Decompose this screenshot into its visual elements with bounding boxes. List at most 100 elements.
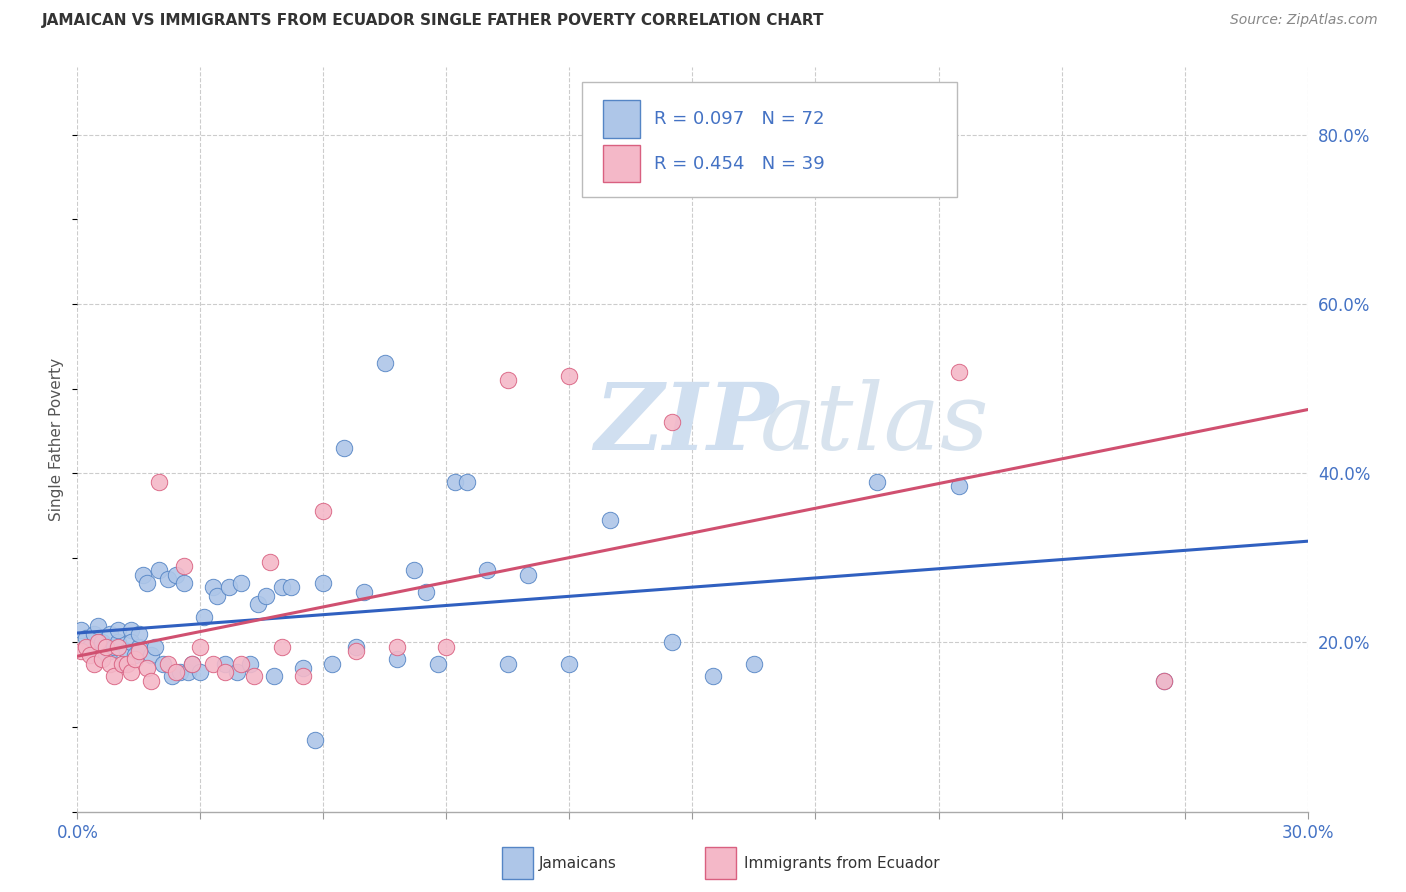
Point [160, 669, 183, 683]
Point [387, 640, 409, 654]
Point [120, 665, 142, 679]
Point [79, 640, 101, 654]
Point [558, 657, 581, 671]
Point [128, 640, 150, 654]
Text: JAMAICAN VS IMMIGRANTS FROM ECUADOR SINGLE FATHER POVERTY CORRELATION CHART: JAMAICAN VS IMMIGRANTS FROM ECUADOR SING… [42, 13, 825, 29]
Text: R = 0.454   N = 39: R = 0.454 N = 39 [654, 154, 825, 173]
Point [70, 623, 93, 637]
Point [98, 657, 121, 671]
Point [188, 665, 212, 679]
Bar [704, 847, 735, 879]
Point [1153, 673, 1175, 688]
Point [83, 657, 105, 671]
Point [496, 657, 519, 671]
Point [107, 635, 129, 649]
Point [312, 576, 335, 591]
Point [205, 589, 228, 603]
Point [443, 475, 465, 489]
Point [152, 657, 174, 671]
Point [231, 576, 253, 591]
Point [188, 640, 212, 654]
Text: Jamaicans: Jamaicans [538, 855, 617, 871]
Point [90, 635, 114, 649]
Point [374, 356, 396, 370]
Point [866, 475, 889, 489]
Point [128, 644, 150, 658]
Point [599, 513, 621, 527]
Point [661, 635, 683, 649]
Point [231, 657, 253, 671]
Point [259, 555, 281, 569]
Point [141, 673, 163, 688]
Point [87, 618, 110, 632]
Text: Source: ZipAtlas.com: Source: ZipAtlas.com [1230, 13, 1378, 28]
Point [173, 576, 195, 591]
Point [214, 665, 236, 679]
Point [271, 640, 294, 654]
Point [156, 657, 179, 671]
Point [239, 657, 262, 671]
Point [107, 623, 129, 637]
Point [353, 584, 375, 599]
Point [427, 657, 450, 671]
Point [558, 368, 581, 383]
Point [948, 365, 970, 379]
Point [103, 640, 125, 654]
Bar [603, 145, 640, 182]
Point [173, 559, 195, 574]
Point [107, 640, 129, 654]
Point [169, 665, 191, 679]
Y-axis label: Single Father Poverty: Single Father Poverty [49, 358, 65, 521]
Point [111, 657, 134, 671]
Point [75, 631, 97, 645]
Point [333, 441, 356, 455]
Point [111, 657, 134, 671]
Text: atlas: atlas [761, 379, 990, 469]
Point [271, 581, 294, 595]
Point [181, 657, 204, 671]
Point [201, 657, 224, 671]
Point [263, 669, 285, 683]
Point [70, 644, 93, 658]
Point [214, 657, 236, 671]
Point [87, 635, 110, 649]
Point [148, 564, 170, 578]
Point [124, 648, 146, 662]
Point [90, 652, 114, 666]
Point [226, 665, 249, 679]
Point [115, 644, 138, 658]
Point [496, 373, 519, 387]
Point [87, 648, 110, 662]
Point [246, 598, 269, 612]
Point [83, 627, 105, 641]
Point [344, 644, 367, 658]
Bar [502, 847, 533, 879]
Point [124, 652, 146, 666]
Point [103, 669, 125, 683]
Point [193, 610, 215, 624]
Point [948, 479, 970, 493]
Point [456, 475, 478, 489]
Point [156, 572, 179, 586]
Point [312, 504, 335, 518]
Point [115, 657, 138, 671]
Point [742, 657, 765, 671]
Point [387, 652, 409, 666]
Point [436, 640, 458, 654]
Point [181, 657, 204, 671]
Bar [603, 101, 640, 137]
Point [344, 640, 367, 654]
Point [141, 648, 163, 662]
Point [291, 669, 314, 683]
Point [304, 732, 326, 747]
Point [201, 581, 224, 595]
Point [148, 475, 170, 489]
Point [136, 661, 159, 675]
Point [94, 640, 117, 654]
Point [477, 564, 499, 578]
Text: ZIP: ZIP [595, 379, 779, 469]
Point [128, 627, 150, 641]
Text: R = 0.097   N = 72: R = 0.097 N = 72 [654, 110, 825, 128]
Point [280, 581, 302, 595]
Point [177, 665, 200, 679]
